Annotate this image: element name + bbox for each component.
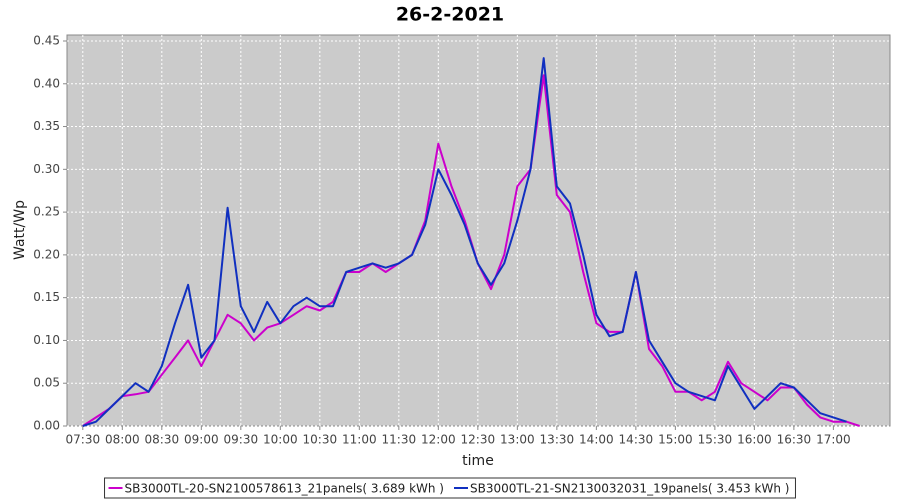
x-tick-label: 13:00	[500, 433, 535, 447]
y-tick-label: 0.05	[33, 376, 60, 390]
legend-label: SB3000TL-21-SN2130032031_19panels( 3.453…	[470, 482, 789, 496]
y-axis-label: Watt/Wp	[12, 200, 28, 260]
legend-label: SB3000TL-20-SN2100578613_21panels( 3.689…	[125, 482, 444, 496]
legend-item: SB3000TL-20-SN2100578613_21panels( 3.689…	[108, 482, 444, 496]
y-tick-label: 0.15	[33, 290, 60, 304]
x-tick-label: 15:00	[658, 433, 693, 447]
x-tick-label: 11:30	[382, 433, 417, 447]
legend: SB3000TL-20-SN2100578613_21panels( 3.689…	[104, 477, 796, 499]
x-tick-label: 10:00	[263, 433, 298, 447]
x-tick-label: 14:00	[579, 433, 614, 447]
x-tick-label: 12:00	[421, 433, 456, 447]
x-tick-label: 13:30	[540, 433, 575, 447]
x-tick-label: 08:00	[105, 433, 140, 447]
x-tick-label: 07:30	[66, 433, 101, 447]
y-tick-label: 0.25	[33, 205, 60, 219]
legend-item: SB3000TL-21-SN2130032031_19panels( 3.453…	[454, 482, 789, 496]
series-line	[82, 57, 847, 427]
chart-title: 26-2-2021	[396, 4, 504, 26]
y-tick-label: 0.20	[33, 247, 60, 261]
x-tick-label: 16:30	[777, 433, 812, 447]
x-tick-label: 16:00	[737, 433, 772, 447]
x-tick-label: 09:00	[184, 433, 219, 447]
x-tick-label: 08:30	[145, 433, 180, 447]
legend-box	[104, 477, 796, 499]
plot-area	[66, 34, 891, 427]
x-tick-label: 10:30	[303, 433, 338, 447]
x-tick-label: 09:30	[224, 433, 259, 447]
y-tick-label: 0.45	[33, 33, 60, 47]
y-tick-label: 0.30	[33, 162, 60, 176]
y-tick-label: 0.35	[33, 119, 60, 133]
x-tick-label: 17:00	[816, 433, 851, 447]
y-tick-label: 0.10	[33, 333, 60, 347]
y-tick-label: 0.40	[33, 76, 60, 90]
x-tick-label: 14:30	[619, 433, 654, 447]
x-tick-label: 11:00	[342, 433, 377, 447]
y-tick-label: 0.00	[33, 419, 60, 433]
x-tick-label: 15:30	[698, 433, 733, 447]
x-axis-label: time	[462, 453, 494, 469]
x-tick-label: 12:30	[461, 433, 496, 447]
